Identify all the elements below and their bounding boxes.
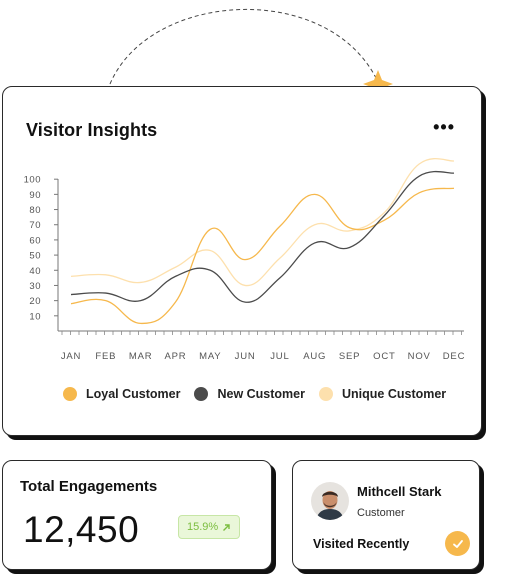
- chart-legend: Loyal Customer New Customer Unique Custo…: [63, 387, 446, 401]
- visit-status: Visited Recently: [313, 537, 410, 551]
- y-tick-label: 50: [29, 251, 41, 262]
- x-tick-label: JUN: [235, 351, 256, 362]
- x-tick-label: APR: [164, 351, 186, 362]
- series-line-new-customer: [70, 170, 455, 303]
- more-options-icon[interactable]: •••: [433, 117, 455, 137]
- sparkle-star-icon: [363, 70, 393, 99]
- card-title: Visitor Insights: [26, 120, 158, 140]
- legend-dot-icon: [63, 387, 77, 401]
- legend-label: New Customer: [217, 387, 305, 401]
- series-line-unique-customer: [70, 158, 455, 287]
- avatar[interactable]: [311, 482, 349, 520]
- x-tick-label: DEC: [443, 351, 465, 362]
- change-badge: 15.9%: [178, 515, 241, 539]
- visitor-line-chart: 10 20 30 40 50 60 70 80 90 100 JAN FEB MAR APR MAY JUN J…: [24, 158, 465, 362]
- y-tick-label: 90: [29, 190, 41, 201]
- x-tick-label: OCT: [373, 351, 395, 362]
- x-tick-label: MAR: [129, 351, 153, 362]
- legend-dot-icon: [194, 387, 209, 401]
- y-tick-label: 10: [29, 311, 41, 322]
- y-tick-label: 100: [24, 175, 41, 186]
- legend-unique-customer[interactable]: Unique Customer: [319, 387, 446, 401]
- y-tick-label: 80: [29, 205, 41, 216]
- y-tick-label: 70: [29, 220, 41, 231]
- total-engagements-card: Total Engagements 12,450 15.9%: [2, 460, 272, 570]
- legend-label: Loyal Customer: [86, 387, 181, 401]
- legend-label: Unique Customer: [342, 387, 447, 401]
- visitor-insights-card: Visitor Insights ••• 10 20 30 40 50 60 70 80 90 1…: [2, 86, 482, 436]
- y-tick-label: 40: [29, 266, 41, 277]
- series-line-loyal-customer: [70, 187, 455, 325]
- arrow-up-right-icon: [223, 523, 230, 531]
- change-value: 15.9%: [187, 521, 219, 533]
- x-tick-label: NOV: [408, 351, 431, 362]
- x-tick-label: SEP: [339, 351, 360, 362]
- engagements-title: Total Engagements: [20, 478, 158, 495]
- legend-loyal-customer[interactable]: Loyal Customer: [63, 387, 180, 401]
- visitor-name: Mithcell Stark: [357, 484, 442, 499]
- check-icon: [445, 531, 470, 556]
- legend-dot-icon: [319, 387, 333, 401]
- y-tick-label: 20: [29, 296, 41, 307]
- engagements-value: 12,450: [23, 509, 140, 550]
- x-tick-label: FEB: [95, 351, 116, 362]
- y-tick-label: 30: [29, 281, 41, 292]
- x-tick-label: AUG: [303, 351, 326, 362]
- y-tick-label: 60: [29, 235, 41, 246]
- x-tick-label: JAN: [61, 351, 81, 362]
- x-tick-label: JUL: [270, 351, 289, 362]
- decorative-arc: [109, 9, 393, 99]
- visitor-profile-card: Mithcell Stark Customer Visited Recently: [292, 460, 480, 570]
- dashed-arc: [109, 9, 379, 85]
- visitor-role: Customer: [357, 507, 405, 519]
- x-tick-label: MAY: [199, 351, 221, 362]
- legend-new-customer[interactable]: New Customer: [194, 387, 305, 401]
